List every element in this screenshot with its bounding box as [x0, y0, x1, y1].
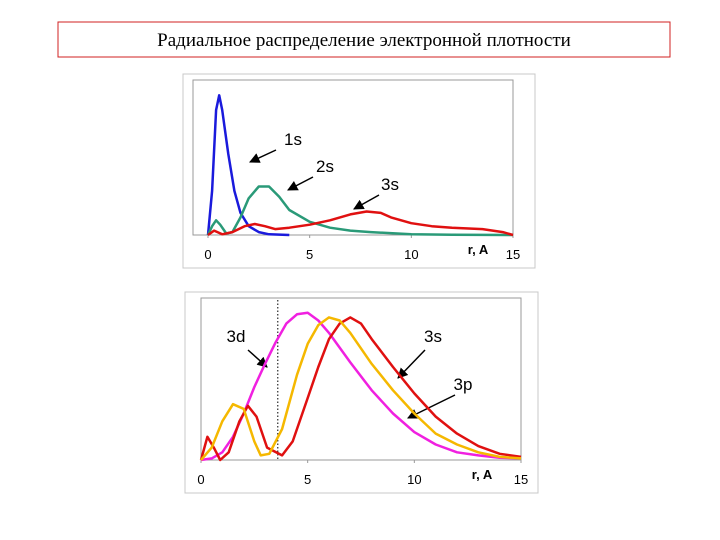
annotation: 3d — [227, 327, 246, 346]
series-line — [206, 185, 514, 237]
x-axis-label: r, A — [472, 467, 493, 482]
plot-frame — [200, 297, 522, 461]
x-tick-label: 5 — [306, 247, 313, 262]
annotation: 3s — [424, 327, 442, 346]
annotation: 2s — [316, 157, 334, 176]
panel — [182, 73, 536, 269]
annotation: 1s — [284, 130, 302, 149]
x-axis-label: r, A — [468, 242, 489, 257]
x-tick-label: 15 — [514, 472, 528, 487]
x-tick-label: 0 — [197, 472, 204, 487]
x-tick-label: 15 — [506, 247, 520, 262]
panel — [184, 291, 539, 494]
annotation: 3s — [381, 175, 399, 194]
x-tick-label: 5 — [304, 472, 311, 487]
annotation: 3p — [454, 375, 473, 394]
series-line — [200, 316, 522, 461]
series-line — [206, 94, 290, 237]
series-line — [207, 210, 514, 237]
title-box — [57, 21, 671, 58]
slide-title: Радиальное распределение электронной пло… — [157, 30, 571, 51]
x-tick-label: 10 — [407, 472, 421, 487]
series-line — [199, 316, 522, 462]
plot-frame — [192, 79, 514, 236]
x-tick-label: 0 — [204, 247, 211, 262]
x-tick-label: 10 — [404, 247, 418, 262]
